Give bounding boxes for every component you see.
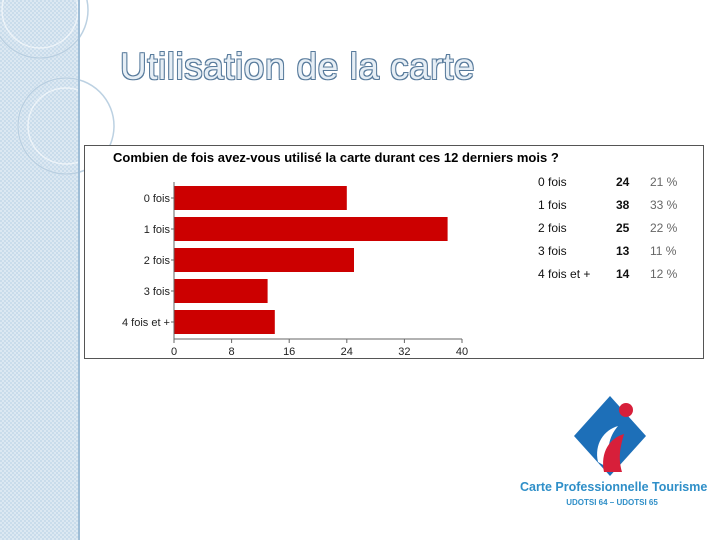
- table-percent: 33 %: [650, 198, 678, 212]
- category-label: 3 fois: [144, 286, 171, 298]
- category-label: 0 fois: [144, 193, 171, 205]
- category-label: 1 fois: [144, 224, 171, 236]
- x-tick-label: 8: [229, 346, 235, 358]
- bar: [174, 279, 268, 303]
- table-label: 0 fois: [538, 175, 567, 189]
- table-label: 1 fois: [538, 198, 567, 212]
- logo: Carte Professionnelle Tourisme UDOTSI 64…: [520, 392, 710, 522]
- table-percent: 12 %: [650, 267, 678, 281]
- category-label: 4 fois et +: [122, 317, 170, 329]
- decorative-sidebar: [0, 0, 78, 540]
- table-percent: 11 %: [650, 244, 677, 258]
- table-percent: 22 %: [650, 221, 678, 235]
- chart-title: Combien de fois avez-vous utilisé la car…: [113, 150, 559, 165]
- logo-emblem: [574, 396, 646, 476]
- sidebar-divider: [78, 0, 80, 540]
- bar-chart: Combien de fois avez-vous utilisé la car…: [113, 150, 678, 358]
- table-count: 13: [616, 244, 630, 258]
- slide-title: Utilisation de la carte: [120, 46, 475, 87]
- x-tick-label: 40: [456, 346, 468, 358]
- table-count: 38: [616, 198, 630, 212]
- chart-panel: Combien de fois avez-vous utilisé la car…: [84, 145, 704, 359]
- logo-subtitle: UDOTSI 64 – UDOTSI 65: [566, 498, 658, 507]
- table-label: 2 fois: [538, 221, 567, 235]
- table-label: 4 fois et +: [538, 267, 590, 281]
- x-tick-label: 0: [171, 346, 177, 358]
- x-tick-label: 32: [398, 346, 410, 358]
- bar: [174, 310, 275, 334]
- logo-title: Carte Professionnelle Tourisme: [520, 480, 708, 494]
- table-count: 25: [616, 221, 630, 235]
- x-tick-label: 24: [341, 346, 353, 358]
- table-label: 3 fois: [538, 244, 567, 258]
- table-count: 14: [616, 267, 630, 281]
- table-count: 24: [616, 175, 630, 189]
- decorative-arcs: [0, 0, 115, 175]
- bar: [174, 248, 354, 272]
- category-label: 2 fois: [144, 255, 171, 267]
- bar: [174, 217, 448, 241]
- x-tick-label: 16: [283, 346, 295, 358]
- table-percent: 21 %: [650, 175, 678, 189]
- bar: [174, 186, 347, 210]
